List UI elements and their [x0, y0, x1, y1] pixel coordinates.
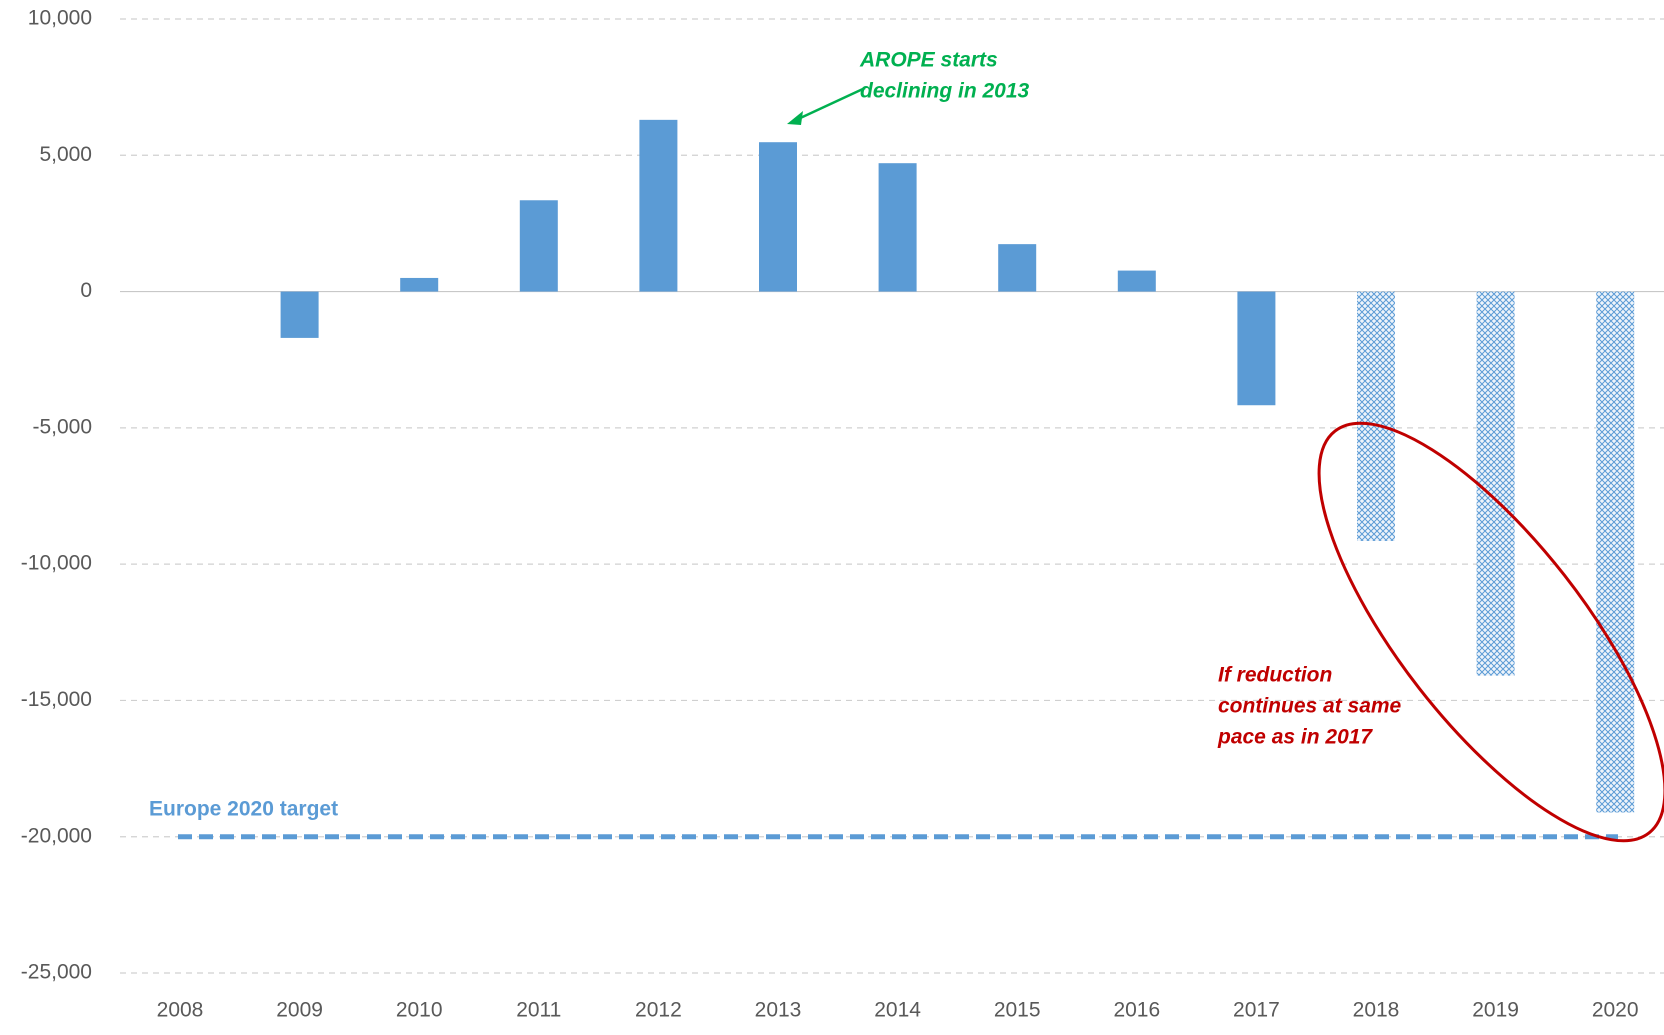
x-tick-label: 2010 — [396, 999, 443, 1022]
x-tick-label: 2008 — [157, 999, 204, 1022]
x-tick-label: 2015 — [994, 999, 1041, 1022]
annotation-arrow — [795, 86, 866, 122]
bar — [519, 200, 558, 292]
x-tick-label: 2009 — [276, 999, 323, 1022]
y-tick-label: 0 — [80, 279, 92, 302]
y-tick-label: -25,000 — [21, 961, 92, 984]
bar — [639, 119, 678, 292]
x-tick-label: 2014 — [874, 999, 921, 1022]
bar — [1476, 291, 1515, 676]
x-tick-label: 2020 — [1592, 999, 1639, 1022]
annotation-text: If reduction — [1218, 664, 1332, 687]
x-tick-label: 2012 — [635, 999, 682, 1022]
bar — [998, 244, 1037, 292]
bar — [878, 163, 917, 292]
bar — [280, 291, 319, 338]
y-tick-label: -10,000 — [21, 552, 92, 575]
arrow-head — [787, 111, 803, 125]
x-tick-label: 2017 — [1233, 999, 1280, 1022]
y-tick-label: -5,000 — [32, 415, 92, 438]
annotation-text: continues at same — [1218, 695, 1402, 718]
x-tick-label: 2016 — [1113, 999, 1160, 1022]
y-tick-label: 10,000 — [28, 7, 92, 30]
bar — [759, 142, 797, 292]
x-tick-label: 2013 — [755, 999, 802, 1022]
target-label: Europe 2020 target — [149, 797, 338, 820]
annotation-text: declining in 2013 — [860, 80, 1030, 103]
bar — [1357, 291, 1395, 541]
y-tick-label: -15,000 — [21, 688, 92, 711]
y-tick-label: -20,000 — [21, 824, 92, 847]
y-tick-label: 5,000 — [39, 143, 92, 166]
bar — [400, 277, 439, 292]
annotation-text: AROPE starts — [859, 49, 998, 72]
annotation-text: pace as in 2017 — [1217, 726, 1373, 749]
bar — [1596, 291, 1635, 813]
bar — [1237, 291, 1276, 406]
x-tick-label: 2011 — [516, 999, 561, 1022]
x-tick-label: 2018 — [1353, 999, 1400, 1022]
annotation-ellipse — [1317, 421, 1664, 843]
x-tick-label: 2019 — [1472, 999, 1519, 1022]
bar — [1117, 270, 1156, 292]
